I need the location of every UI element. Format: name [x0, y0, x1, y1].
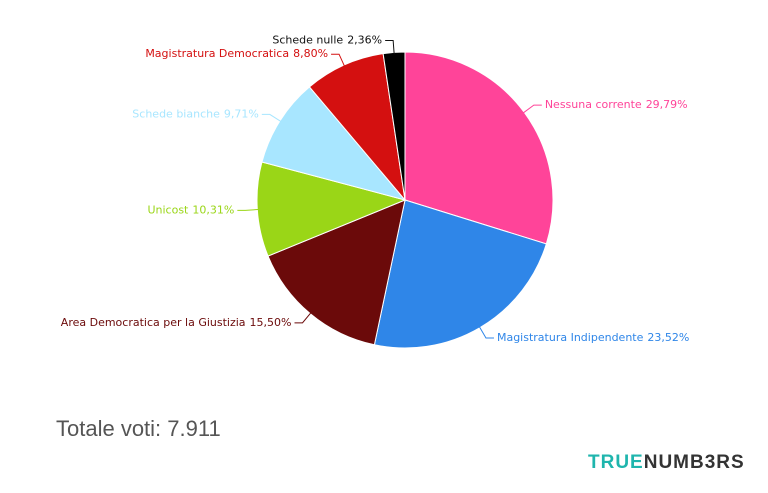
leader-line: [294, 311, 312, 324]
leader-line: [261, 113, 282, 123]
slice-label: Unicost 10,31%: [147, 203, 234, 216]
leader-line: [237, 208, 260, 211]
logo-left: TRUE: [588, 452, 644, 473]
slice-name: Area Democratica per la Giustizia: [61, 316, 246, 329]
leader-line: [385, 39, 395, 55]
slice-label: Schede bianche 9,71%: [132, 107, 259, 120]
slice-name: Unicost: [147, 203, 189, 216]
slice-value-label: 10,31%: [192, 203, 234, 216]
logo-right: NUMB3RS: [644, 452, 745, 473]
slice-value-label: 29,79%: [646, 98, 688, 111]
slice-label: Schede nulle 2,36%: [272, 33, 382, 46]
slice-value-label: 15,50%: [250, 316, 292, 329]
slice-label: Magistratura Democratica 8,80%: [145, 47, 328, 60]
slice-label: Area Democratica per la Giustizia 15,50%: [61, 316, 292, 329]
slice-name: Magistratura Democratica: [145, 47, 289, 60]
slice-name: Schede bianche: [132, 107, 220, 120]
leader-line: [478, 325, 494, 339]
slice-value-label: 2,36%: [347, 33, 382, 46]
slice-name: Schede nulle: [272, 33, 343, 46]
slice-name: Nessuna corrente: [545, 98, 642, 111]
slice-label: Nessuna corrente 29,79%: [545, 98, 688, 111]
slice-value-label: 8,80%: [293, 47, 328, 60]
leader-line: [331, 53, 346, 68]
leader-line: [522, 104, 542, 114]
total-votes: Totale voti: 7.911: [56, 416, 221, 441]
slice-value-label: 23,52%: [647, 331, 689, 344]
slice-value-label: 9,71%: [224, 107, 259, 120]
slice-label: Magistratura Indipendente 23,52%: [497, 331, 689, 344]
slice-name: Magistratura Indipendente: [497, 331, 644, 344]
logo: TRUENUMB3RS: [588, 452, 745, 473]
